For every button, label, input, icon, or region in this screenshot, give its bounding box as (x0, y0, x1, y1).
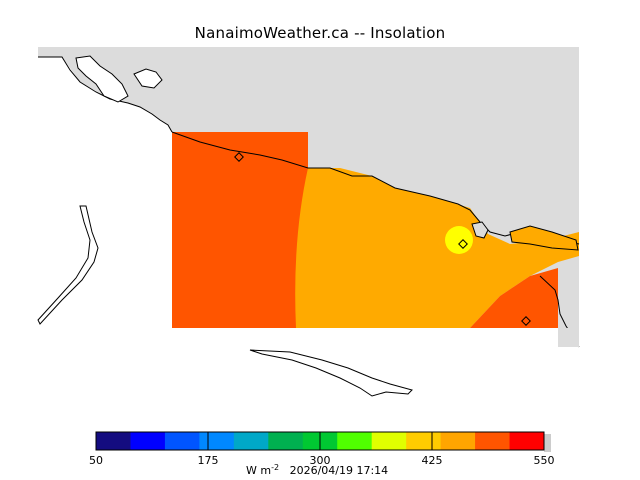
field-mid (295, 168, 579, 328)
colorbar-swatch-10 (440, 432, 476, 450)
field-high-west (172, 132, 308, 328)
colorbar-swatch-5 (268, 432, 304, 450)
strait-island (509, 225, 579, 251)
station-marker-nanaimo (458, 239, 468, 249)
colorbar-tick-425: 425 (421, 454, 443, 467)
colorbar-swatch-4 (233, 432, 269, 450)
southern-water (38, 328, 579, 347)
colorbar-tick-300: 300 (309, 454, 331, 467)
colorbar-tick-550: 550 (533, 454, 555, 467)
units-exponent: -2 (271, 463, 280, 472)
west-islet (37, 205, 99, 325)
colorbar-footer: W m-2 2026/04/19 17:14 (246, 463, 388, 477)
colorbar-tick-175: 175 (197, 454, 219, 467)
northern-islet (75, 55, 129, 103)
colorbar-swatch-0 (96, 432, 131, 450)
station-marker-west (234, 152, 244, 162)
colorbar-shadow (544, 434, 551, 452)
gabriola-island (471, 221, 489, 239)
colorbar-swatch-11 (475, 432, 511, 450)
field-peak (445, 226, 473, 254)
colorbar-swatch-9 (406, 432, 442, 450)
open-ocean (38, 57, 172, 328)
units-label: W m (246, 464, 272, 477)
southern-water-land (558, 328, 579, 347)
map-title: NanaimoWeather.ca -- Insolation (194, 24, 446, 42)
colorbar (95, 431, 551, 452)
colorbar-swatch-3 (199, 432, 235, 450)
colorbar-tick-50: 50 (89, 454, 103, 467)
colorbar-swatch-1 (130, 432, 166, 450)
colorbar-swatch-2 (164, 432, 200, 450)
colorbar-swatch-8 (371, 432, 407, 450)
timestamp: 2026/04/19 17:14 (289, 464, 389, 477)
northern-islet-2 (133, 68, 163, 89)
field-high-southeast (470, 268, 558, 328)
station-marker-southeast (521, 316, 531, 326)
colorbar-swatch-7 (337, 432, 373, 450)
south-islet (249, 349, 413, 397)
colorbar-swatch-12 (509, 432, 545, 450)
